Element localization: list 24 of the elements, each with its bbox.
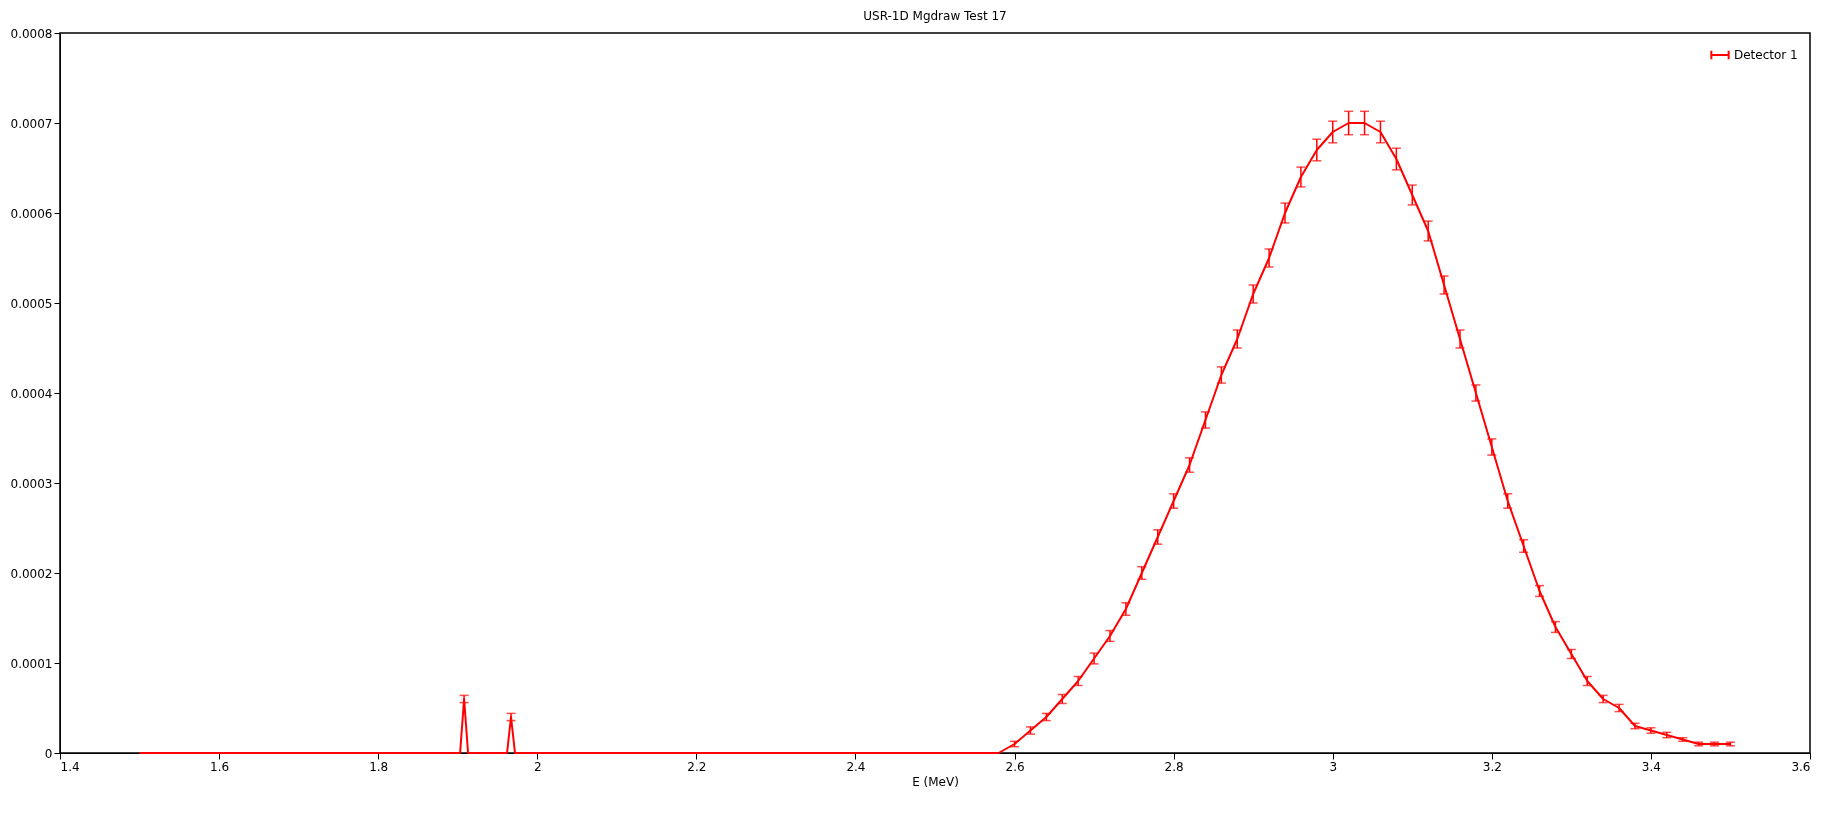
y-tick-label: 0.0006 [10, 206, 53, 221]
y-tick-label: 0 [44, 746, 53, 761]
y-tick-label: 0.0007 [10, 116, 53, 131]
y-tick-label: 0.0003 [10, 476, 53, 491]
x-tick-label: 2.6 [1005, 759, 1025, 774]
x-tick-label: 2.4 [846, 759, 866, 774]
y-tick-label: 0.0001 [10, 656, 53, 671]
x-tick-label: 2.8 [1164, 759, 1184, 774]
x-tick-label: 3.6 [1791, 759, 1811, 774]
y-tick-label: 0.0002 [10, 566, 53, 581]
x-tick-label: 2 [533, 759, 542, 774]
x-tick-label: 3.4 [1641, 759, 1661, 774]
x-tick-label: 3 [1329, 759, 1338, 774]
chart-title: USR-1D Mgdraw Test 17 [863, 9, 1007, 23]
legend-label: Detector 1 [1734, 48, 1798, 62]
y-tick-label: 0.0008 [10, 26, 53, 41]
x-tick-label: 1.8 [369, 759, 389, 774]
y-tick-label: 0.0005 [10, 296, 53, 311]
x-tick-label: 1.6 [210, 759, 230, 774]
x-tick-label: 1.4 [60, 759, 80, 774]
y-tick-label: 0.0004 [10, 386, 53, 401]
x-tick-label: 3.2 [1482, 759, 1502, 774]
x-tick-label: 2.2 [687, 759, 707, 774]
x-axis-title: E (MeV) [912, 774, 959, 789]
